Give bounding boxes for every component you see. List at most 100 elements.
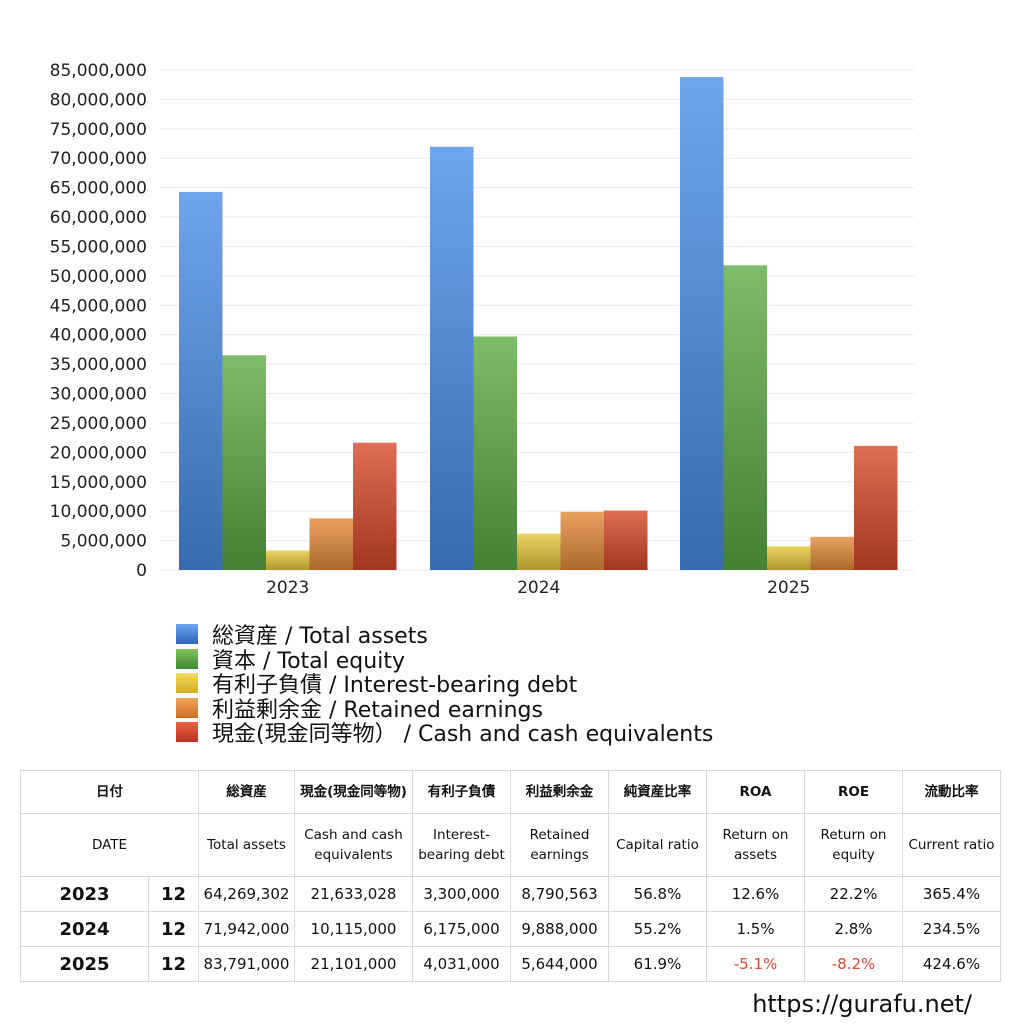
bar-2024-series-1	[473, 336, 517, 570]
legend-label: 総資産 / Total assets	[212, 624, 428, 650]
y-tick-label: 20,000,000	[50, 443, 147, 463]
header-cash-en: Cash and cash equivalents	[294, 813, 413, 877]
financial-table: 日付 総資産 現金(現金同等物) 有利子負債 利益剰余金 純資産比率 ROA R…	[20, 770, 1001, 982]
header-date-en: DATE	[20, 813, 199, 877]
cell-current-ratio: 365.4%	[902, 876, 1001, 912]
bar-2023-series-3	[309, 518, 353, 570]
header-capital-ratio-ja: 純資産比率	[608, 770, 707, 814]
cell-total-assets: 71,942,000	[198, 911, 295, 947]
x-tick-label: 2025	[767, 578, 810, 598]
legend-label: 有利子負債 / Interest-bearing debt	[212, 673, 578, 699]
header-current-ratio-ja: 流動比率	[902, 770, 1001, 814]
bar-2023-series-4	[353, 442, 397, 570]
bar-chart: 0 5,000,000 10,000,000 15,000,000 20,000,000…	[50, 61, 914, 598]
cell-debt: 4,031,000	[412, 946, 511, 982]
table-row: 2025 12 83,791,000 21,101,000 4,031,000 …	[20, 946, 1001, 982]
bar-2024-series-3	[560, 511, 604, 570]
cell-current-ratio: 424.6%	[902, 946, 1001, 982]
header-retained-ja: 利益剰余金	[510, 770, 609, 814]
bar-2024-series-4	[604, 510, 648, 570]
cell-year: 2024	[20, 911, 149, 947]
cell-capital-ratio: 55.2%	[608, 911, 707, 947]
cell-roe: 22.2%	[804, 876, 903, 912]
cell-roa: 1.5%	[706, 911, 805, 947]
cell-year: 2025	[20, 946, 149, 982]
y-tick-label: 65,000,000	[50, 179, 147, 199]
y-axis-ticks: 0 5,000,000 10,000,000 15,000,000 20,000,000…	[50, 61, 147, 581]
legend-item-interest-bearing-debt: 有利子負債 / Interest-bearing debt	[176, 671, 713, 698]
header-cash-ja: 現金(現金同等物)	[294, 770, 413, 814]
legend-swatch	[176, 697, 198, 718]
y-tick-label: 0	[136, 561, 147, 581]
bar-2025-series-4	[854, 445, 898, 570]
cell-cash: 21,633,028	[294, 876, 413, 912]
cell-debt: 3,300,000	[412, 876, 511, 912]
legend-item-retained-earnings: 利益剰余金 / Retained earnings	[176, 696, 713, 723]
bars	[179, 77, 898, 571]
bar-2023-series-0	[179, 191, 223, 570]
cell-debt: 6,175,000	[412, 911, 511, 947]
cell-capital-ratio: 56.8%	[608, 876, 707, 912]
bar-2025-series-2	[767, 546, 811, 570]
legend-label: 現金(現金同等物） / Cash and cash equivalents	[212, 722, 714, 748]
cell-retained: 5,644,000	[510, 946, 609, 982]
header-total-assets-en: Total assets	[198, 813, 295, 877]
bar-2025-series-0	[680, 77, 724, 571]
cell-total-assets: 64,269,302	[198, 876, 295, 912]
site-url: https://gurafu.net/	[752, 990, 972, 1018]
cell-total-assets: 83,791,000	[198, 946, 295, 982]
cell-month: 12	[148, 946, 199, 982]
y-tick-label: 75,000,000	[50, 120, 147, 140]
y-tick-label: 10,000,000	[50, 502, 147, 522]
y-tick-label: 50,000,000	[50, 267, 147, 287]
y-tick-label: 80,000,000	[50, 90, 147, 110]
gridlines	[160, 69, 914, 571]
header-retained-en: Retained earnings	[510, 813, 609, 877]
y-tick-label: 5,000,000	[60, 532, 147, 552]
cell-retained: 9,888,000	[510, 911, 609, 947]
y-tick-label: 15,000,000	[50, 473, 147, 493]
y-tick-label: 25,000,000	[50, 414, 147, 434]
bar-2024-series-2	[517, 533, 561, 570]
legend-item-total-assets: 総資産 / Total assets	[176, 622, 713, 649]
cell-cash: 10,115,000	[294, 911, 413, 947]
header-row-en: DATE Total assets Cash and cash equivale…	[20, 813, 1001, 877]
y-tick-label: 35,000,000	[50, 355, 147, 375]
header-debt-ja: 有利子負債	[412, 770, 511, 814]
cell-capital-ratio: 61.9%	[608, 946, 707, 982]
bar-2025-series-3	[810, 536, 854, 570]
cell-month: 12	[148, 911, 199, 947]
legend-label: 利益剰余金 / Retained earnings	[212, 697, 543, 723]
cell-roa: -5.1%	[706, 946, 805, 982]
y-tick-label: 30,000,000	[50, 385, 147, 405]
header-debt-en: Interest-bearing debt	[412, 813, 511, 877]
y-tick-label: 70,000,000	[50, 149, 147, 169]
legend-swatch	[176, 673, 198, 694]
header-roa-ja: ROA	[706, 770, 805, 814]
y-tick-label: 40,000,000	[50, 326, 147, 346]
legend: 総資産 / Total assets 資本 / Total equity 有利子…	[176, 622, 713, 747]
cell-roe: 2.8%	[804, 911, 903, 947]
x-axis-ticks: 2023 2024 2025	[266, 578, 810, 598]
legend-item-total-equity: 資本 / Total equity	[176, 647, 713, 674]
legend-swatch	[176, 722, 198, 743]
x-tick-label: 2024	[517, 578, 560, 598]
legend-swatch	[176, 648, 198, 669]
bar-2023-series-2	[266, 550, 310, 570]
bar-2025-series-1	[723, 265, 767, 570]
header-roe-en: Return on equity	[804, 813, 903, 877]
y-tick-label: 55,000,000	[50, 237, 147, 257]
legend-swatch	[176, 624, 198, 645]
bar-2023-series-1	[222, 355, 266, 570]
header-row-ja: 日付 総資産 現金(現金同等物) 有利子負債 利益剰余金 純資産比率 ROA R…	[20, 770, 1001, 814]
y-tick-label: 85,000,000	[50, 61, 147, 81]
cell-roe: -8.2%	[804, 946, 903, 982]
legend-label: 資本 / Total equity	[212, 648, 405, 674]
y-tick-label: 60,000,000	[50, 208, 147, 228]
y-tick-label: 45,000,000	[50, 296, 147, 316]
cell-month: 12	[148, 876, 199, 912]
cell-retained: 8,790,563	[510, 876, 609, 912]
cell-year: 2023	[20, 876, 149, 912]
header-current-ratio-en: Current ratio	[902, 813, 1001, 877]
legend-item-cash: 現金(現金同等物） / Cash and cash equivalents	[176, 720, 713, 747]
